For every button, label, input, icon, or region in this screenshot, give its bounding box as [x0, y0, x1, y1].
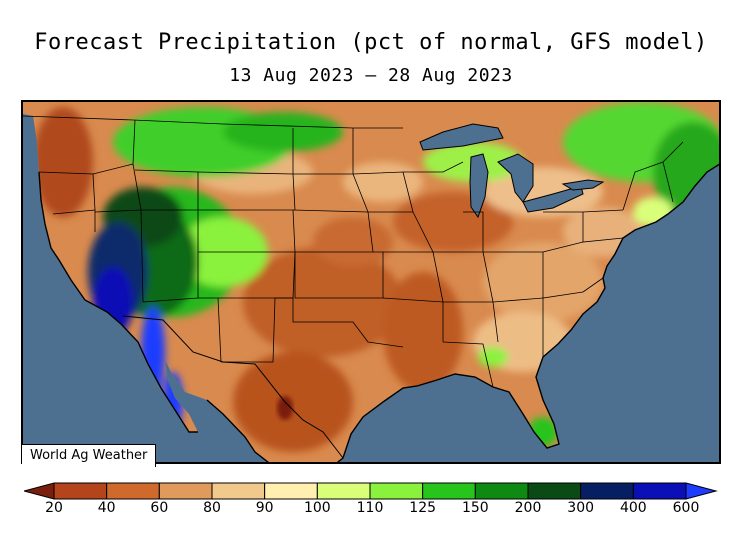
legend-bin [53, 482, 108, 500]
legend-label: 600 [672, 500, 700, 516]
legend-label: 100 [303, 500, 331, 516]
legend-bin [632, 482, 687, 500]
legend-label: 400 [619, 500, 647, 516]
legend-bin [158, 482, 213, 500]
color-legend [24, 482, 718, 500]
legend-label: 90 [255, 500, 274, 516]
legend-bin [24, 482, 55, 500]
legend-label: 200 [514, 500, 542, 516]
legend-label: 60 [150, 500, 169, 516]
legend-bin [474, 482, 529, 500]
date-range: 13 Aug 2023 – 28 Aug 2023 [229, 65, 513, 86]
legend-bin [264, 482, 318, 500]
mexico-border [122, 315, 344, 459]
legend-bin [211, 482, 266, 500]
map-canvas [23, 102, 719, 462]
legend-bin [369, 482, 424, 500]
map-title: Forecast Precipitation (pct of normal, G… [34, 30, 708, 55]
legend-label: 125 [409, 500, 437, 516]
coastline [38, 163, 719, 462]
legend-bin [527, 482, 582, 500]
legend-bin [422, 482, 476, 500]
legend-label: 110 [356, 500, 384, 516]
state-borders [23, 115, 684, 388]
watermark: World Ag Weather [22, 444, 157, 467]
legend-label: 300 [567, 500, 595, 516]
precipitation-map [21, 100, 721, 464]
legend-bin [580, 482, 634, 500]
great-lakes [419, 123, 605, 219]
legend-bin [685, 482, 718, 500]
legend-bin [316, 482, 371, 500]
legend-bin [106, 482, 160, 500]
legend-label: 80 [203, 500, 221, 516]
legend-label: 40 [97, 500, 116, 516]
legend-label: 20 [45, 500, 63, 516]
legend-label: 150 [461, 500, 489, 516]
